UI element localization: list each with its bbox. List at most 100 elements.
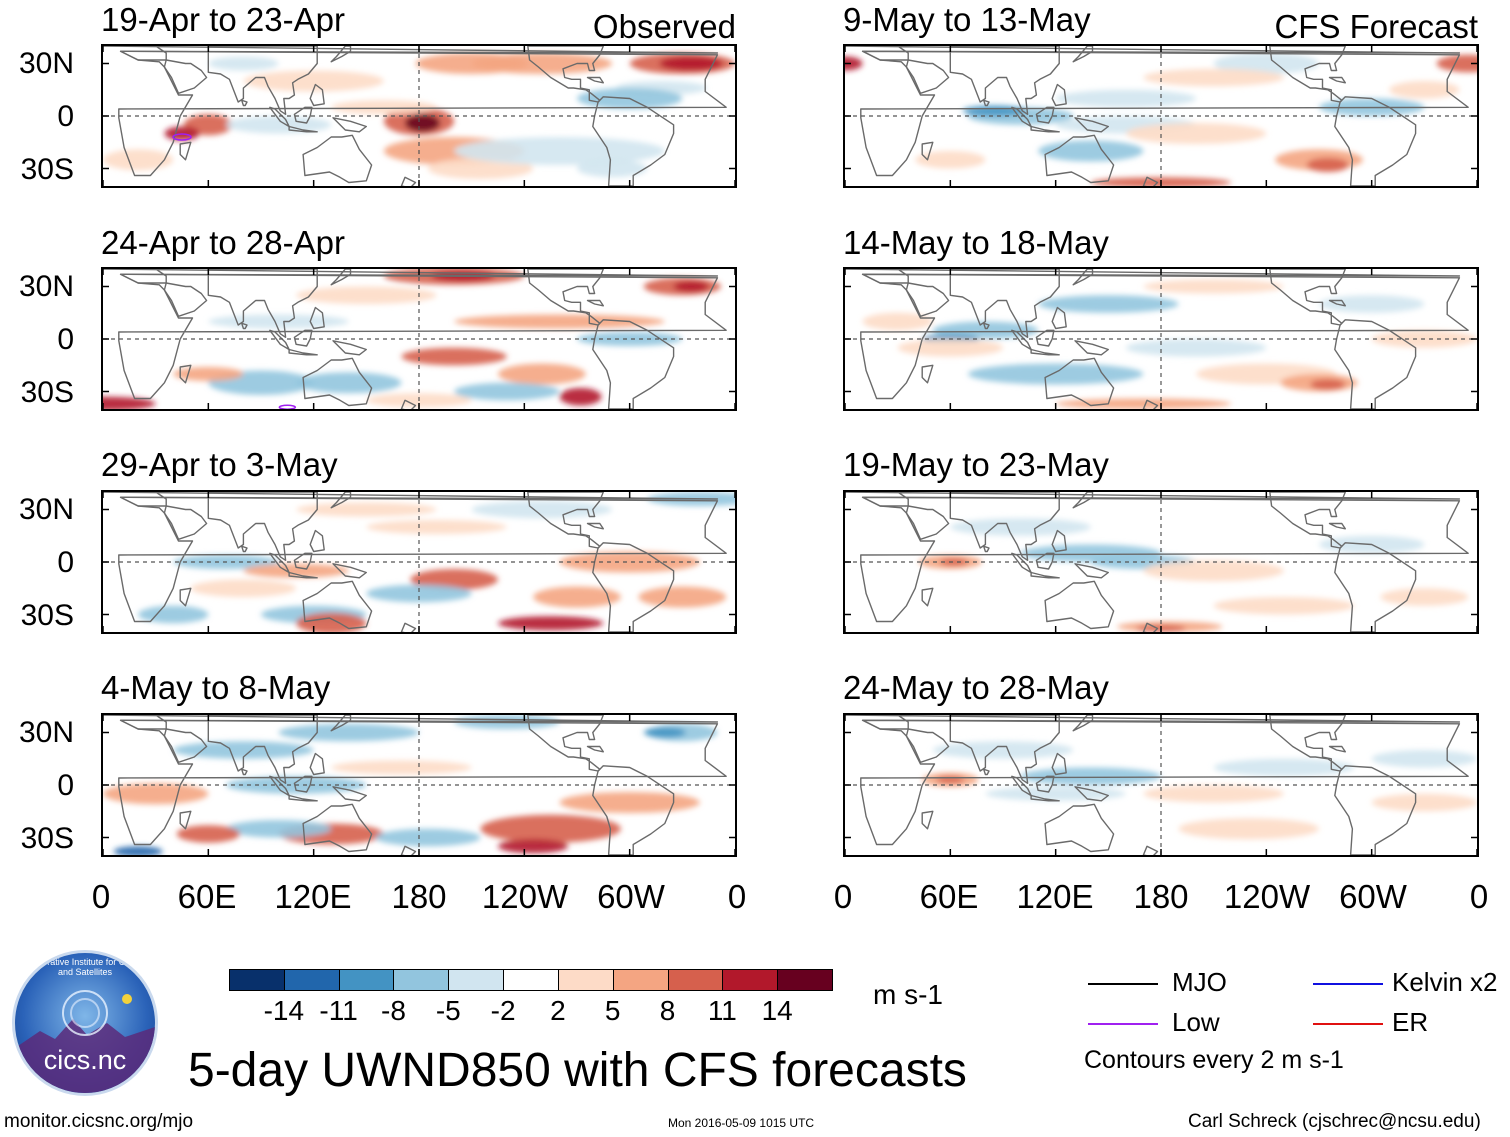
lat-label: 30N: [18, 47, 74, 80]
coastline: [293, 106, 313, 124]
panel-title-6: 14-May to 18-May: [843, 224, 1109, 261]
coastline: [332, 340, 367, 356]
coastline: [293, 329, 313, 347]
coastline: [288, 794, 318, 802]
coastline: [207, 492, 318, 562]
coastline: [400, 176, 417, 186]
lon-label: 0: [91, 878, 111, 915]
coastline: [982, 99, 990, 107]
anomaly-region: [331, 100, 437, 115]
coastline: [1044, 580, 1115, 630]
panel-title-7: 19-May to 23-May: [843, 446, 1109, 483]
coastline: [1030, 571, 1060, 579]
forecast-label: CFS Forecast: [1274, 8, 1478, 45]
coastline: [905, 728, 950, 763]
coastline: [1072, 715, 1094, 732]
coastline: [269, 775, 290, 797]
lat-label: 30N: [18, 716, 74, 749]
coastline: [269, 552, 290, 574]
coastline: [949, 715, 1060, 785]
anomaly-region: [1143, 279, 1284, 294]
anomaly-region: [176, 825, 240, 843]
anomaly-region: [1143, 560, 1284, 582]
anomaly-region: [1038, 295, 1179, 313]
anomaly-region: [471, 53, 613, 74]
main-title: 5-day UWND850 with CFS forecasts: [188, 1044, 967, 1097]
coastline: [240, 545, 248, 553]
anomaly-region: [897, 339, 1003, 357]
logo-name: cics.nc: [43, 1045, 127, 1075]
lon-label: 60E: [919, 878, 979, 915]
lon-label: 120W: [481, 878, 569, 915]
coastline: [1011, 552, 1032, 574]
coastline: [1142, 622, 1159, 632]
coastline: [293, 552, 313, 570]
anomaly-region: [950, 518, 1091, 536]
coastline: [1011, 775, 1032, 797]
map-canvas: [845, 46, 1477, 186]
lat-label: 30N: [18, 270, 74, 303]
footer-url[interactable]: monitor.cicsnc.org/mjo: [4, 1111, 194, 1132]
colorbar-cell: [283, 969, 340, 991]
anomaly-region: [243, 70, 384, 92]
anomaly-region: [1178, 818, 1319, 840]
coastline: [1044, 803, 1115, 853]
panel-title-1: 19-Apr to 23-Apr: [101, 1, 345, 38]
coastline: [1328, 299, 1346, 307]
coastline: [845, 715, 1461, 730]
map-panel-3: [101, 490, 737, 634]
cicsnc-logo[interactable]: Cooperative Institute for Climate and Sa…: [12, 950, 158, 1096]
coastline: [103, 46, 719, 61]
map-panel-5: [843, 44, 1479, 188]
coastline: [1035, 552, 1055, 570]
anomaly-region: [1319, 295, 1425, 313]
map-canvas: [103, 269, 735, 409]
coastline: [1035, 775, 1055, 793]
coastline: [309, 83, 325, 107]
colorbar-cell: [722, 969, 779, 991]
lon-label: 60W: [597, 878, 665, 915]
coastline: [1328, 522, 1346, 530]
coastline: [1030, 125, 1060, 133]
coastline: [905, 505, 950, 540]
coastline: [1035, 106, 1055, 124]
colorbar-label: 2: [550, 995, 566, 1026]
anomaly-region: [659, 56, 723, 71]
coastline: [309, 529, 325, 553]
anomaly-region: [296, 286, 437, 304]
colorbar-label: 14: [761, 995, 793, 1026]
legend-mjo-label: MJO: [1172, 967, 1227, 997]
map-panel-8: [843, 713, 1479, 857]
footer-timestamp: Mon 2016-05-09 1015 UTC: [668, 1116, 815, 1130]
anomaly-region: [577, 159, 648, 178]
anomaly-region: [498, 839, 569, 854]
coastline: [163, 59, 208, 94]
anomaly-region: [1055, 398, 1232, 409]
anomaly-region: [1038, 140, 1144, 162]
legend-er-line: [1313, 1023, 1383, 1025]
coastline: [330, 715, 352, 732]
coastline: [103, 269, 719, 284]
coastline: [288, 571, 318, 579]
coastline: [1074, 340, 1109, 356]
map-canvas: [845, 492, 1477, 632]
anomaly-region: [967, 363, 1144, 385]
anomaly-region: [208, 314, 349, 329]
anomaly-region: [296, 502, 437, 517]
anomaly-region: [410, 569, 498, 590]
coastline: [302, 803, 373, 853]
colorbar-label: -14: [263, 995, 305, 1026]
coastline: [207, 715, 318, 785]
coastline: [905, 282, 950, 317]
coastline: [527, 269, 604, 326]
coastline: [1051, 529, 1067, 553]
coastline: [1334, 765, 1417, 855]
anomaly-region: [845, 56, 863, 71]
colorbar-label: -2: [490, 995, 516, 1026]
observed-label: Observed: [592, 8, 736, 45]
map-canvas: [845, 715, 1477, 855]
coastline: [1334, 319, 1417, 409]
colorbar-label: -8: [381, 995, 406, 1026]
anomaly-region: [498, 616, 604, 631]
coastline: [921, 587, 934, 607]
